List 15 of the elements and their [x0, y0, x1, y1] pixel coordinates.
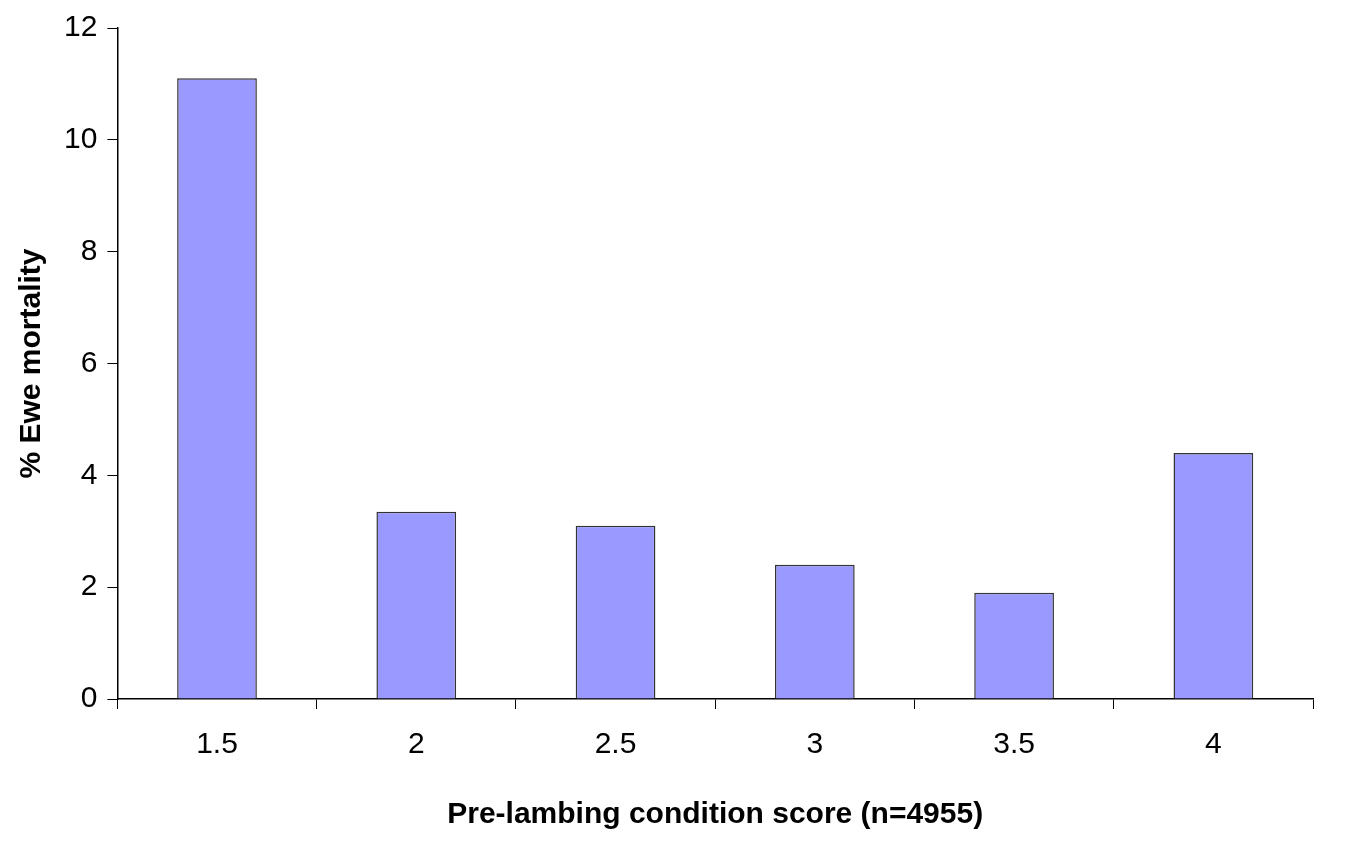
y-tick-label: 0: [80, 680, 98, 714]
y-tick-label: 2: [80, 568, 98, 602]
y-tick-label: 4: [80, 456, 98, 490]
x-tick-label: 3.5: [993, 726, 1035, 760]
x-tick-label: 4: [1205, 726, 1222, 760]
x-tick-label: 3: [806, 726, 824, 760]
y-tick-label: 8: [80, 232, 98, 266]
y-axis-title: % Ewe mortality: [13, 248, 47, 479]
x-tick-label: 2: [407, 726, 425, 760]
y-tick-label: 6: [80, 344, 98, 378]
y-tick-label: 12: [63, 9, 98, 43]
y-tick-label: 10: [63, 121, 98, 155]
x-tick-label: 2.5: [594, 726, 637, 760]
x-axis-title: Pre-lambing condition score (n=4955): [447, 796, 984, 830]
x-tick-label: 1.5: [196, 726, 238, 760]
